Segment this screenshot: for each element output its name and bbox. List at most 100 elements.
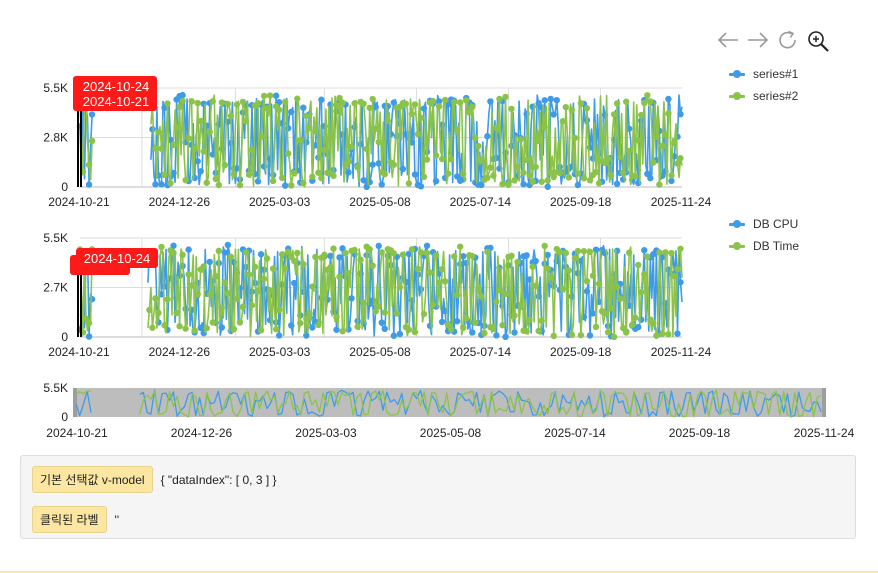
data-point — [565, 267, 573, 274]
data-point — [616, 153, 624, 161]
data-point — [266, 155, 274, 163]
x-tick-label: 2024-10-21 — [48, 195, 110, 209]
data-point — [200, 263, 207, 270]
series-line — [75, 389, 822, 418]
data-point — [161, 171, 168, 179]
data-point — [221, 161, 229, 169]
data-point — [339, 328, 346, 335]
data-point — [568, 106, 576, 114]
data-point — [366, 104, 373, 111]
data-point — [312, 128, 319, 135]
data-point — [272, 92, 280, 99]
data-point — [336, 94, 343, 102]
data-point — [348, 295, 355, 302]
data-point — [339, 245, 346, 252]
data-point — [644, 92, 651, 99]
data-point — [212, 175, 219, 183]
data-point — [565, 174, 573, 181]
data-point — [544, 177, 551, 184]
data-point — [158, 145, 165, 152]
data-point — [185, 135, 192, 142]
data-point — [285, 150, 292, 157]
data-point — [490, 172, 497, 179]
data-point — [321, 146, 328, 154]
data-point — [275, 332, 283, 339]
data-point — [378, 319, 385, 326]
data-point — [155, 128, 162, 136]
data-point — [535, 327, 542, 335]
data-point — [260, 92, 268, 100]
data-point — [499, 322, 506, 329]
data-point — [194, 158, 201, 165]
redo-button[interactable] — [744, 27, 772, 55]
data-point — [309, 283, 316, 290]
legend-item-db-time[interactable]: DB Time — [729, 235, 799, 257]
data-point — [502, 93, 509, 101]
data-point — [224, 100, 232, 108]
chart-1: 0 2.8K 5.5K 2024-10-21 2024-12-26 2025-03-03 2… — [43, 76, 712, 209]
data-point — [372, 125, 379, 132]
data-point — [197, 117, 204, 125]
y-tick-label: 0 — [61, 180, 68, 194]
data-point — [659, 253, 666, 261]
x-tick-label: 2025-11-24 — [651, 195, 712, 209]
legend-item-db-cpu[interactable]: DB CPU — [729, 213, 799, 235]
undo-button[interactable] — [714, 27, 742, 55]
series-line — [75, 389, 822, 418]
data-point — [399, 251, 407, 258]
data-point — [369, 95, 376, 103]
data-point — [589, 272, 597, 279]
data-point — [369, 262, 376, 269]
data-point — [227, 112, 235, 120]
data-point — [677, 279, 684, 286]
data-point — [556, 248, 563, 256]
data-point — [523, 328, 530, 335]
data-point — [260, 275, 268, 283]
data-point — [327, 264, 334, 271]
data-point — [553, 96, 560, 104]
marker-label: 2024-10-24 — [84, 251, 151, 266]
data-point — [490, 323, 497, 331]
data-point — [167, 179, 174, 187]
refresh-button[interactable] — [774, 27, 802, 55]
data-point — [544, 265, 551, 272]
data-point — [281, 182, 289, 189]
data-point — [484, 133, 491, 140]
data-point — [417, 114, 425, 122]
legend-item-series2[interactable]: series#2 — [729, 85, 798, 107]
data-point — [547, 274, 554, 281]
data-point — [453, 318, 461, 325]
zoom-button[interactable] — [804, 27, 832, 55]
data-point — [478, 156, 485, 164]
data-point — [514, 258, 521, 266]
data-point — [158, 181, 165, 188]
data-point — [625, 249, 633, 256]
data-point — [550, 111, 557, 118]
data-point — [632, 314, 639, 321]
data-point — [233, 165, 241, 172]
data-point — [438, 318, 446, 326]
data-point — [677, 111, 684, 118]
data-point — [478, 181, 485, 189]
data-point — [441, 96, 449, 104]
data-point — [354, 323, 361, 330]
data-point — [635, 137, 642, 144]
data-point — [541, 124, 548, 131]
data-point — [158, 243, 165, 251]
data-point — [574, 170, 582, 177]
data-point — [194, 99, 201, 107]
data-point — [502, 333, 509, 341]
data-point — [233, 295, 241, 303]
data-point — [568, 331, 576, 338]
arrow-right-icon — [748, 32, 769, 48]
data-point — [375, 242, 382, 250]
data-point — [435, 279, 443, 286]
data-point — [366, 246, 373, 253]
data-point — [493, 298, 500, 305]
data-point — [381, 325, 388, 333]
data-point — [269, 177, 277, 185]
legend-item-series1[interactable]: series#1 — [729, 63, 798, 85]
data-point — [300, 179, 307, 187]
data-point — [303, 315, 310, 323]
x-tick-label: 2025-09-18 — [550, 345, 612, 359]
